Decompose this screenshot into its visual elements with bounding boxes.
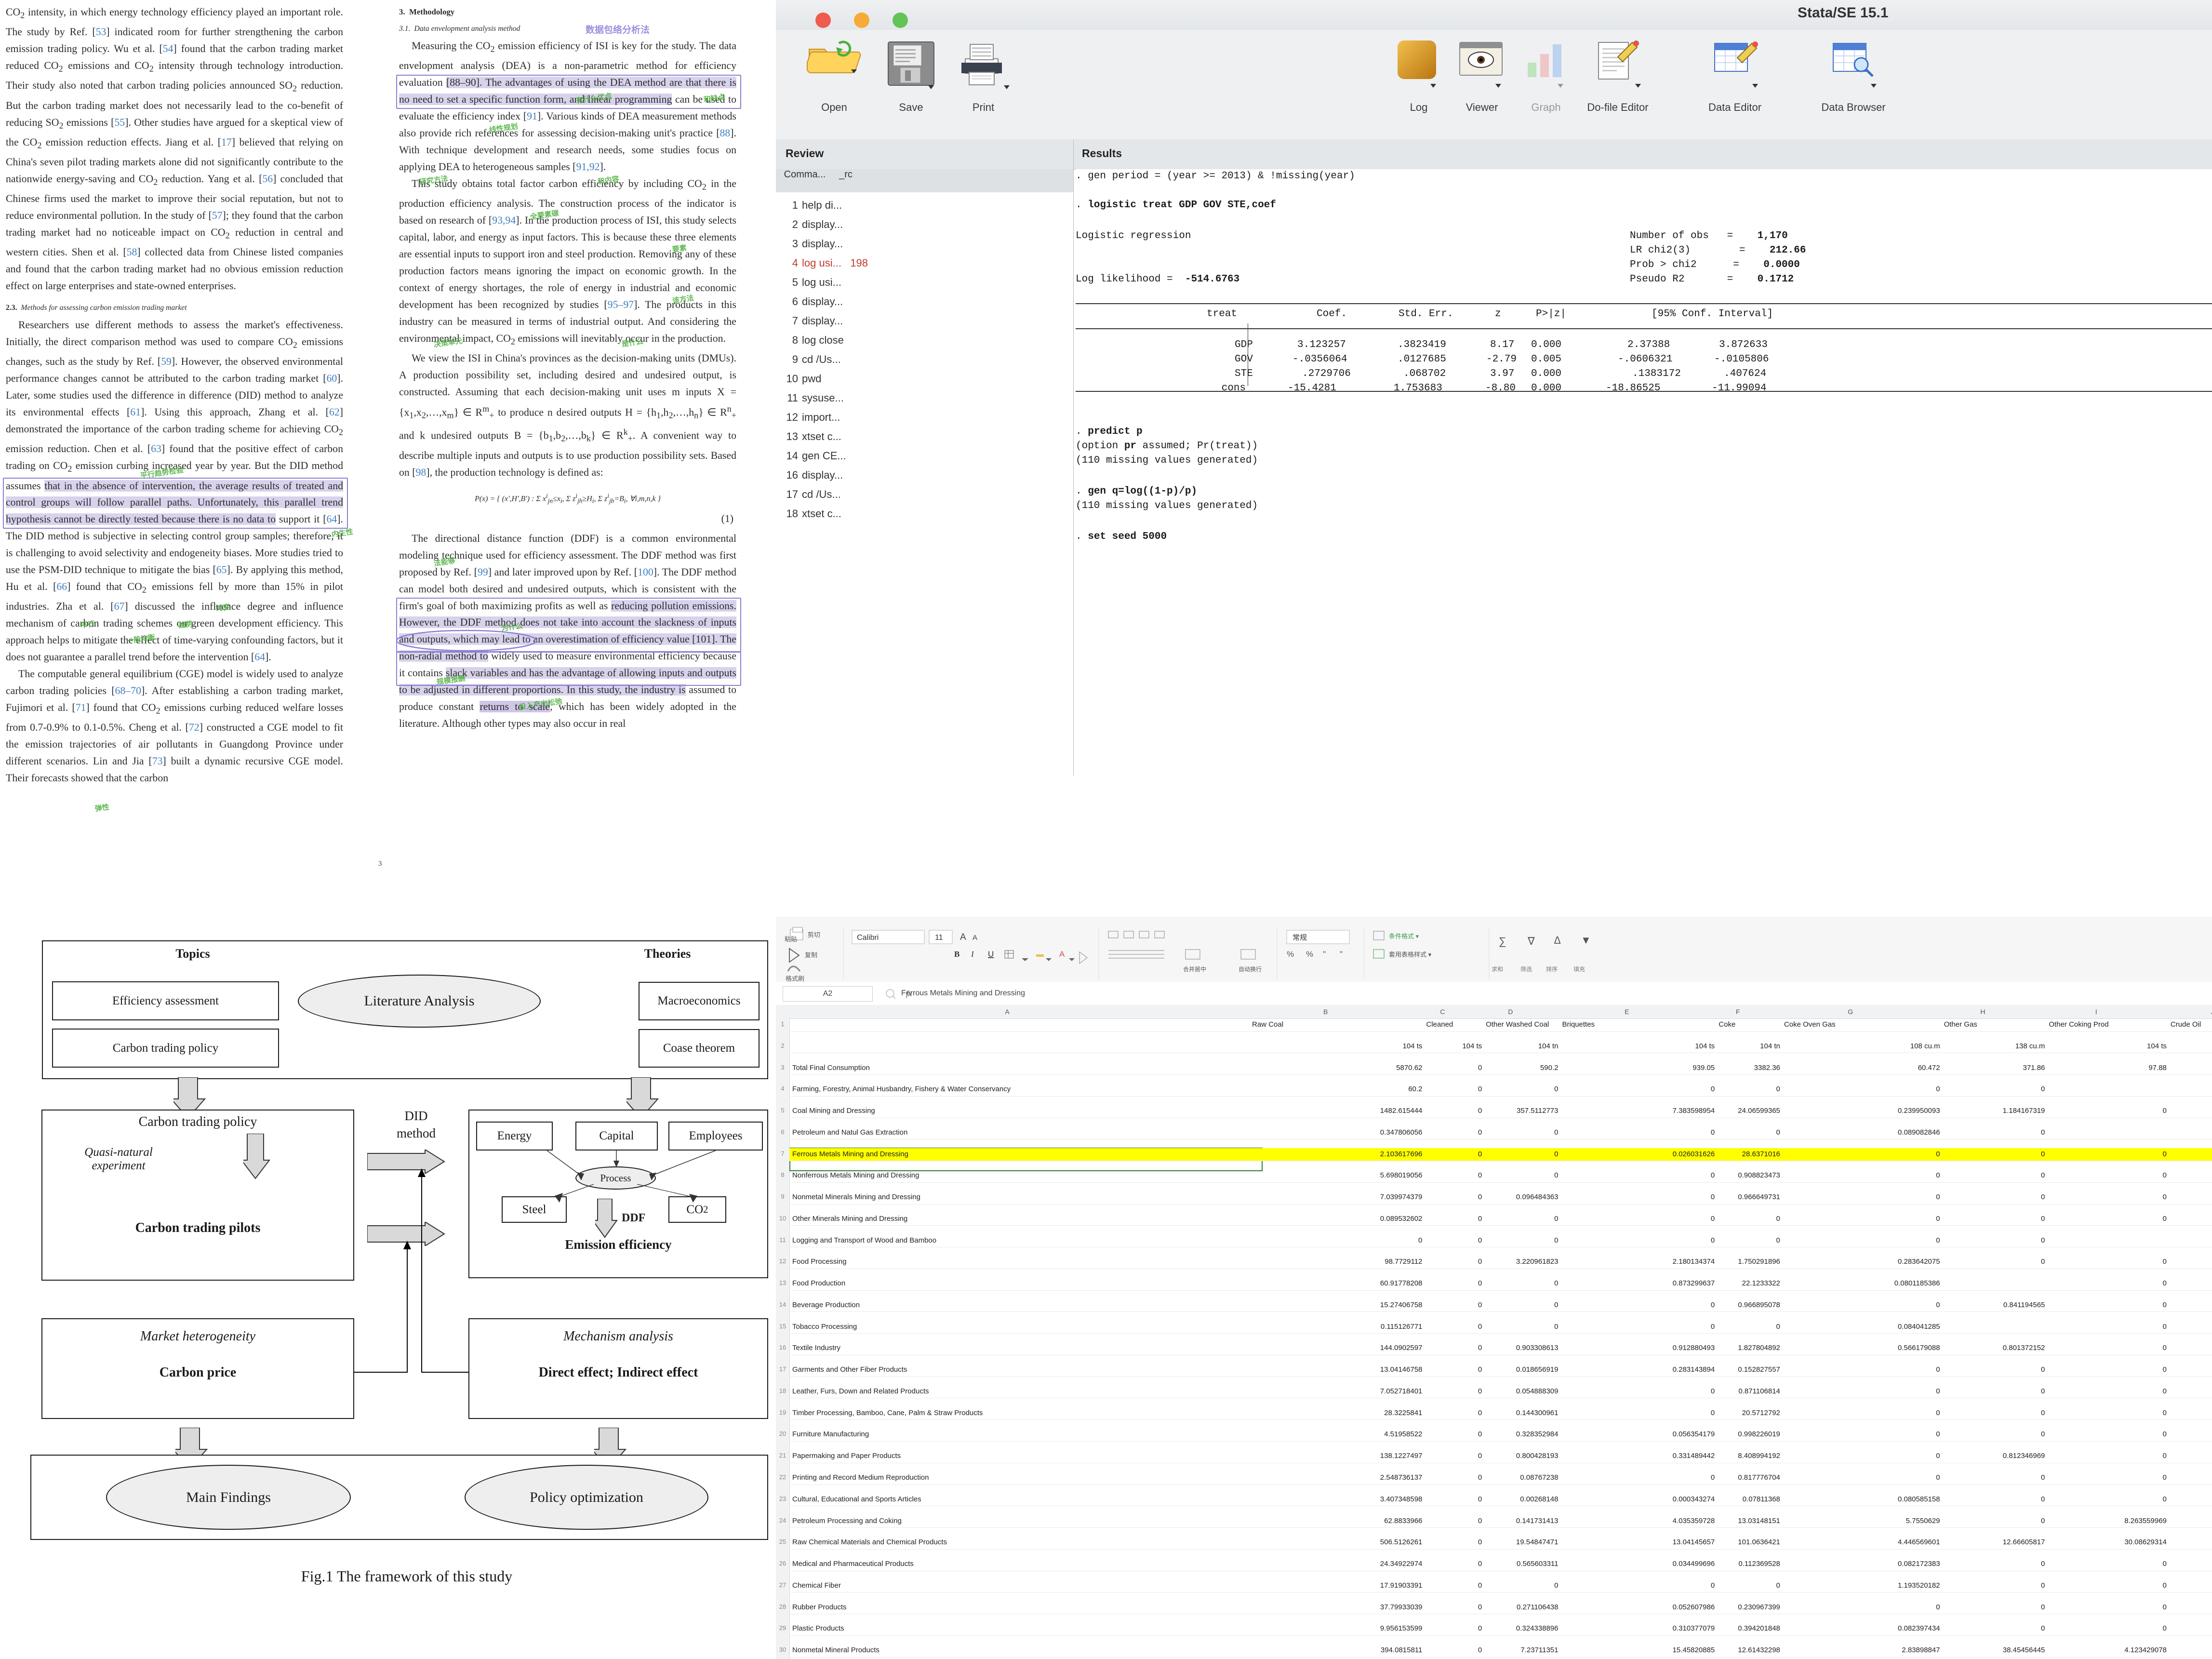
svg-text:Calibri: Calibri: [857, 934, 879, 942]
svg-text:条件格式 ▾: 条件格式 ▾: [1389, 933, 1419, 940]
svg-text:": ": [1340, 950, 1343, 959]
svg-text:A: A: [973, 934, 977, 942]
svg-text:填充: 填充: [1573, 965, 1585, 973]
svg-text:粘贴: 粘贴: [785, 936, 797, 943]
svg-text:筛选: 筛选: [1520, 965, 1532, 973]
svg-text:11: 11: [935, 934, 943, 942]
svg-text:": ": [1323, 950, 1326, 959]
svg-text:B: B: [954, 950, 959, 959]
svg-text:剪切: 剪切: [808, 931, 820, 938]
svg-text:自动换行: 自动换行: [1239, 966, 1262, 973]
svg-text:A: A: [1059, 950, 1065, 959]
svg-text:A: A: [960, 932, 966, 942]
svg-text:∑: ∑: [1499, 935, 1506, 947]
svg-text:∇: ∇: [1527, 935, 1535, 947]
svg-text:%: %: [1287, 950, 1294, 959]
svg-text:套用表格样式 ▾: 套用表格样式 ▾: [1389, 951, 1432, 958]
svg-text:格式刷: 格式刷: [786, 975, 804, 982]
svg-text:合并居中: 合并居中: [1183, 965, 1206, 973]
svg-text:I: I: [971, 950, 974, 959]
svg-text:复制: 复制: [805, 951, 817, 959]
svg-text:求和: 求和: [1492, 966, 1503, 973]
svg-text:排序: 排序: [1546, 965, 1558, 973]
svg-text:常规: 常规: [1293, 934, 1307, 942]
svg-text:∆: ∆: [1554, 934, 1561, 946]
svg-text:▼: ▼: [1581, 934, 1591, 946]
svg-text:U: U: [988, 950, 994, 959]
svg-text:%: %: [1306, 950, 1313, 959]
